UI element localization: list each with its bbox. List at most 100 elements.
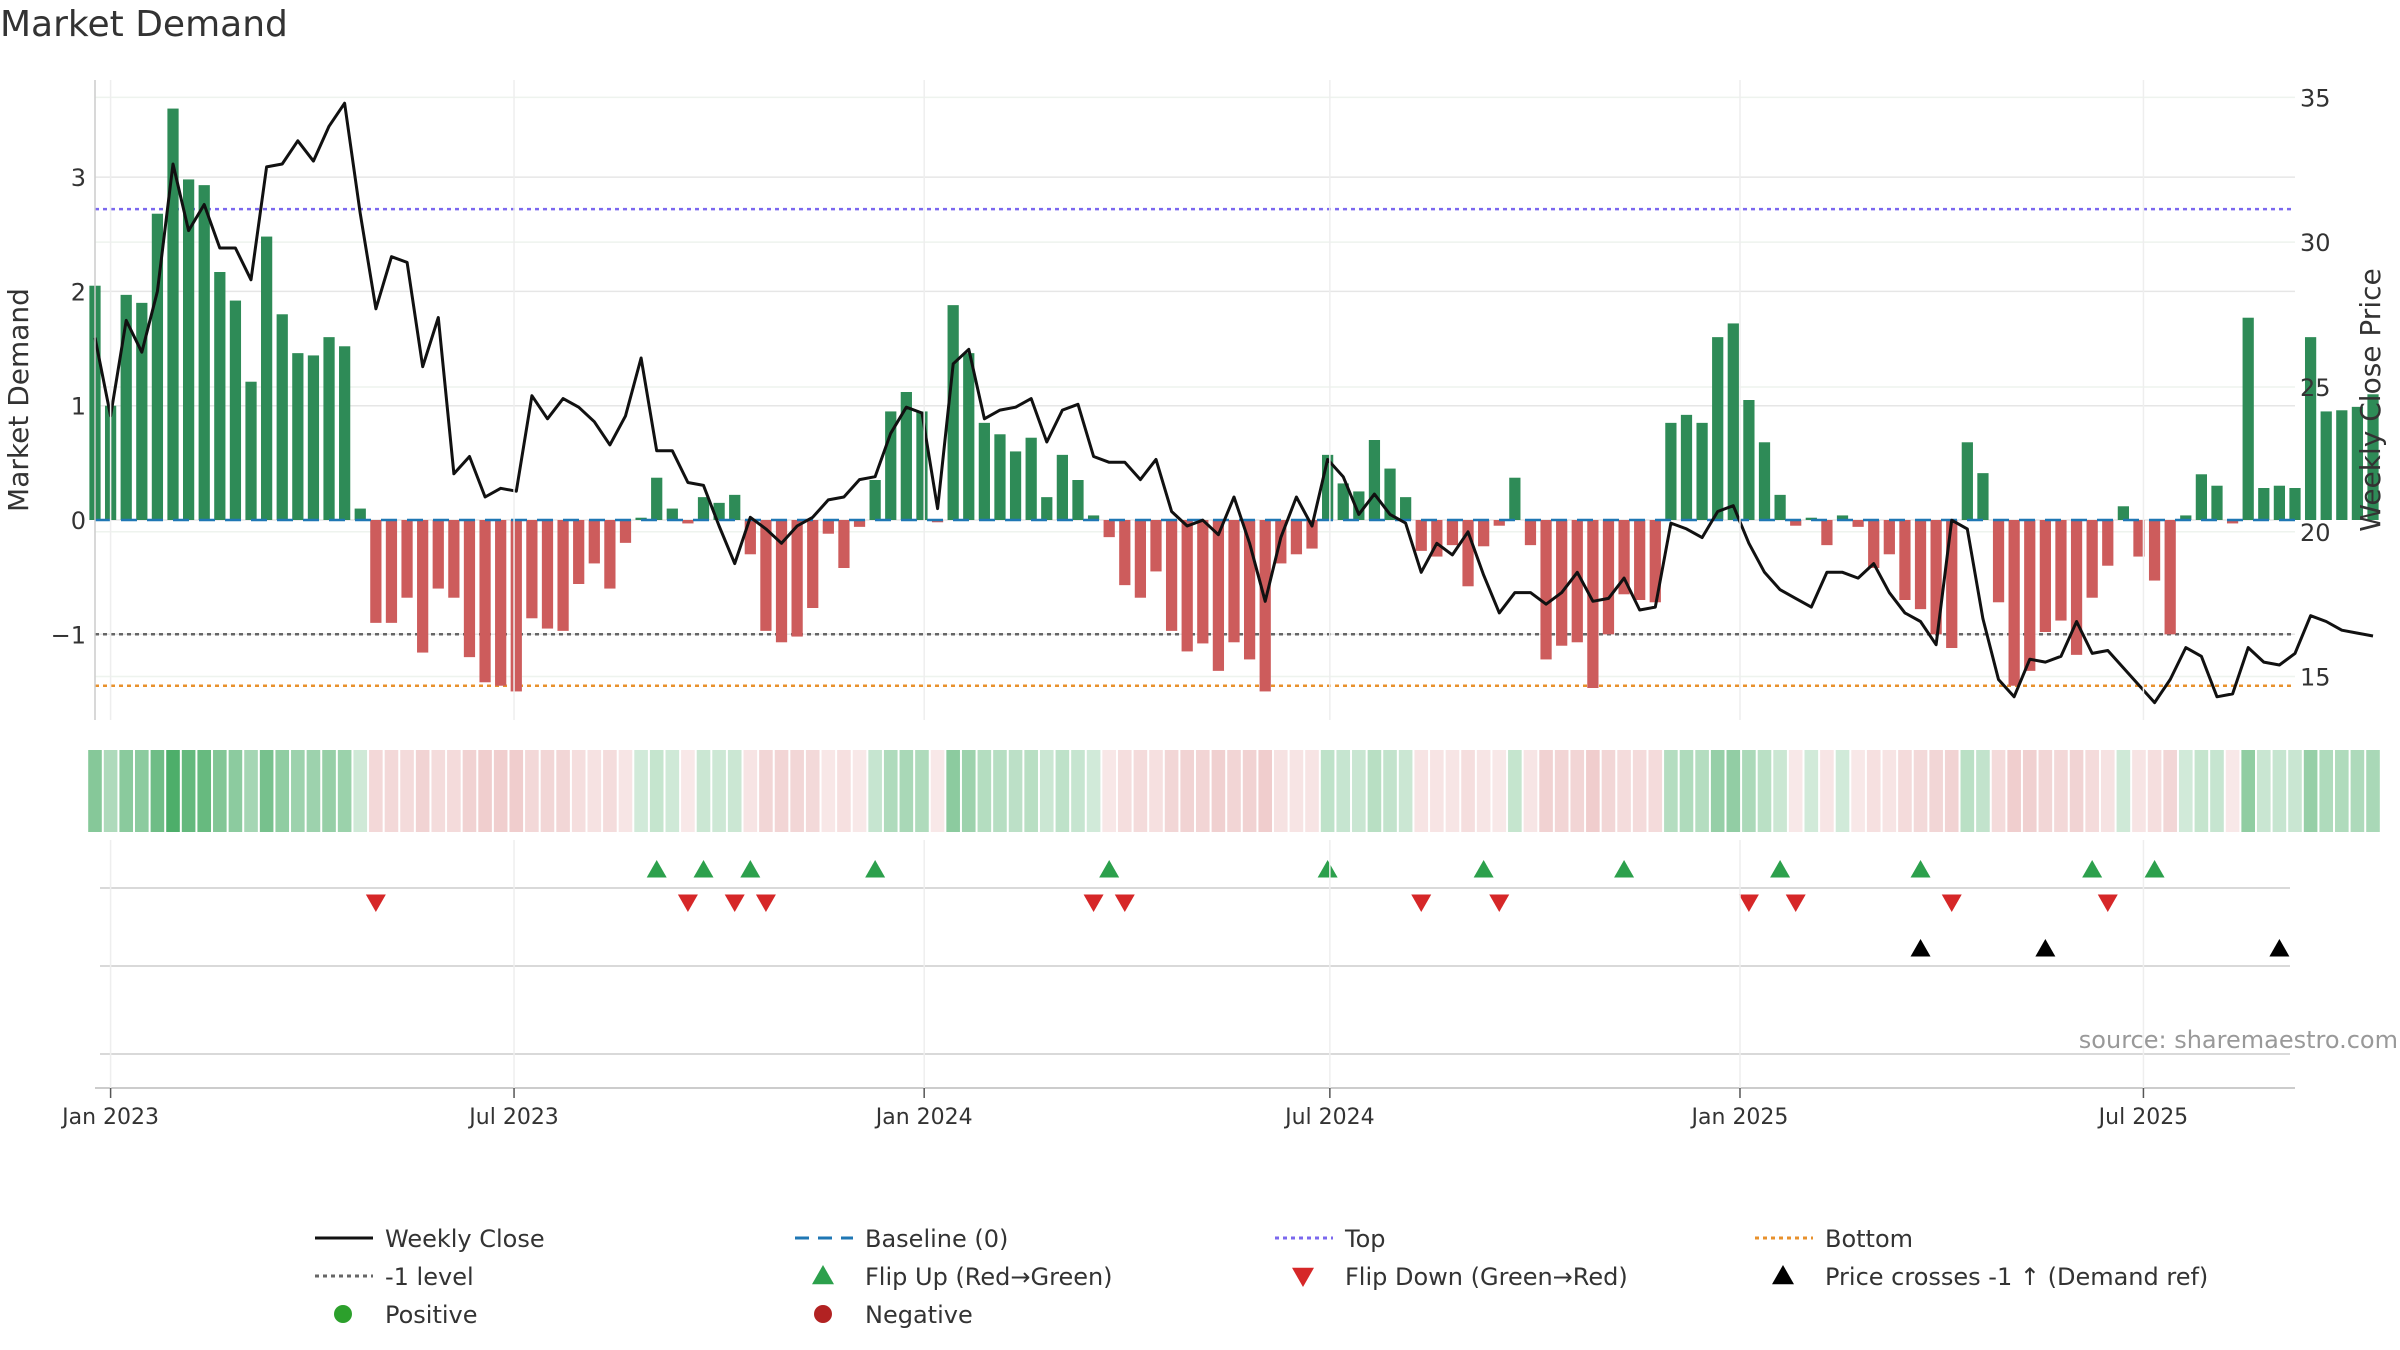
heat-cell	[1336, 750, 1351, 832]
legend-label: Weekly Close	[385, 1225, 545, 1253]
bar-positive	[1322, 454, 1334, 520]
heat-cell	[1227, 750, 1241, 832]
heat-cell	[431, 750, 446, 832]
heat-cell	[2116, 750, 2131, 832]
heat-cell	[1679, 750, 1694, 832]
heat-cell	[1788, 750, 1803, 832]
heat-cell	[603, 750, 617, 832]
axes: Market Demand Weekly Close Price −1 0 1 2 3 1…	[2, 80, 2387, 720]
bar-negative	[1992, 520, 2005, 603]
bar-positive	[2242, 317, 2254, 520]
heat-cell	[1414, 750, 1429, 832]
bar-negative	[1243, 520, 1256, 660]
legend-label: Top	[1344, 1225, 1386, 1253]
heat-cell	[1476, 750, 1491, 832]
bar-negative	[791, 520, 803, 637]
y-tick-left-label: −1	[51, 621, 86, 649]
x-tick-label: Jul 2025	[2097, 1105, 2189, 1130]
heat-cell	[2210, 750, 2224, 832]
heat-cell	[634, 750, 648, 832]
legend-label: Price crosses -1 ↑ (Demand ref)	[1825, 1263, 2208, 1291]
bar-positive	[1696, 422, 1708, 520]
heat-cell	[2366, 750, 2380, 832]
bar-negative	[1181, 520, 1193, 652]
bar-negative	[1212, 520, 1225, 671]
bar-positive	[2211, 485, 2223, 520]
heat-cell	[2225, 750, 2240, 832]
heat-cell	[1398, 750, 1413, 832]
heat-cell	[1991, 750, 2006, 832]
bar-positive	[214, 272, 226, 520]
bar-negative	[448, 520, 460, 598]
heat-cell	[1149, 750, 1163, 832]
heat-cell	[1835, 750, 1850, 832]
bar-positive	[1727, 323, 1739, 520]
heat-cell	[1430, 750, 1444, 832]
heat-cell	[1367, 750, 1382, 832]
bar-negative	[1790, 520, 1802, 526]
bar-negative	[557, 520, 569, 631]
bar-negative	[1946, 520, 1958, 648]
flip-down-marker	[1785, 894, 1806, 912]
heat-cell	[2194, 750, 2209, 832]
bar-positive	[1041, 497, 1053, 520]
heat-cell	[2178, 750, 2193, 832]
bar-positive	[978, 422, 990, 520]
heat-cell	[415, 750, 430, 832]
flip-down-marker	[724, 894, 745, 912]
heat-cell	[493, 750, 508, 832]
bar-positive	[1400, 497, 1412, 520]
flip-up-marker	[1317, 860, 1338, 878]
heat-cell	[1523, 750, 1538, 832]
heat-cell	[1898, 750, 1912, 832]
bar-positive	[2304, 337, 2317, 520]
heat-cell	[1773, 750, 1787, 832]
bar-positive	[1337, 483, 1349, 520]
heat-cell	[930, 750, 945, 832]
bar-negative	[1649, 520, 1661, 603]
flip-up-marker	[1614, 860, 1635, 878]
flip-down-marker	[365, 894, 386, 912]
flip-down-marker	[1489, 894, 1510, 912]
bar-positive	[1056, 454, 1068, 520]
heat-cell	[1913, 750, 1928, 832]
bar-negative	[1914, 520, 1927, 610]
heat-cell	[1508, 750, 1522, 832]
heat-cell	[1976, 750, 1990, 832]
bar-negative	[1618, 520, 1630, 595]
y-axis-left-label: Market Demand	[2, 288, 35, 512]
bar-negative	[2024, 520, 2036, 671]
heat-cell	[181, 750, 196, 832]
bar-negative	[541, 520, 554, 629]
heat-cell	[291, 750, 305, 832]
heat-cell	[150, 750, 165, 832]
bar-negative	[619, 520, 632, 543]
bar-positive	[2367, 394, 2379, 520]
heat-cell	[618, 750, 633, 832]
heat-cell	[1632, 750, 1647, 832]
bar-positive	[2320, 411, 2332, 520]
bar-negative	[526, 520, 538, 619]
heat-cell	[681, 750, 695, 832]
heat-cell	[1648, 750, 1663, 832]
bar-negative	[1197, 520, 1209, 644]
heat-cell	[1664, 750, 1678, 832]
bar-negative	[1478, 520, 1490, 547]
heat-cell	[119, 750, 134, 832]
bar-negative	[775, 520, 788, 643]
heat-cell	[837, 750, 851, 832]
heat-cell	[2022, 750, 2037, 832]
y-tick-right-label: 15	[2300, 664, 2331, 692]
heat-cell	[1071, 750, 1085, 832]
heat-cell	[1274, 750, 1288, 832]
bar-negative	[838, 520, 850, 568]
x-tick-label: Jul 2024	[1283, 1105, 1375, 1130]
bar-negative	[744, 520, 756, 555]
bar-positive	[276, 314, 288, 520]
heat-cell	[1305, 750, 1319, 832]
heat-cell	[275, 750, 290, 832]
heat-cell	[2132, 750, 2146, 832]
flip-up-marker	[1770, 860, 1791, 878]
bar-negative	[588, 520, 600, 564]
